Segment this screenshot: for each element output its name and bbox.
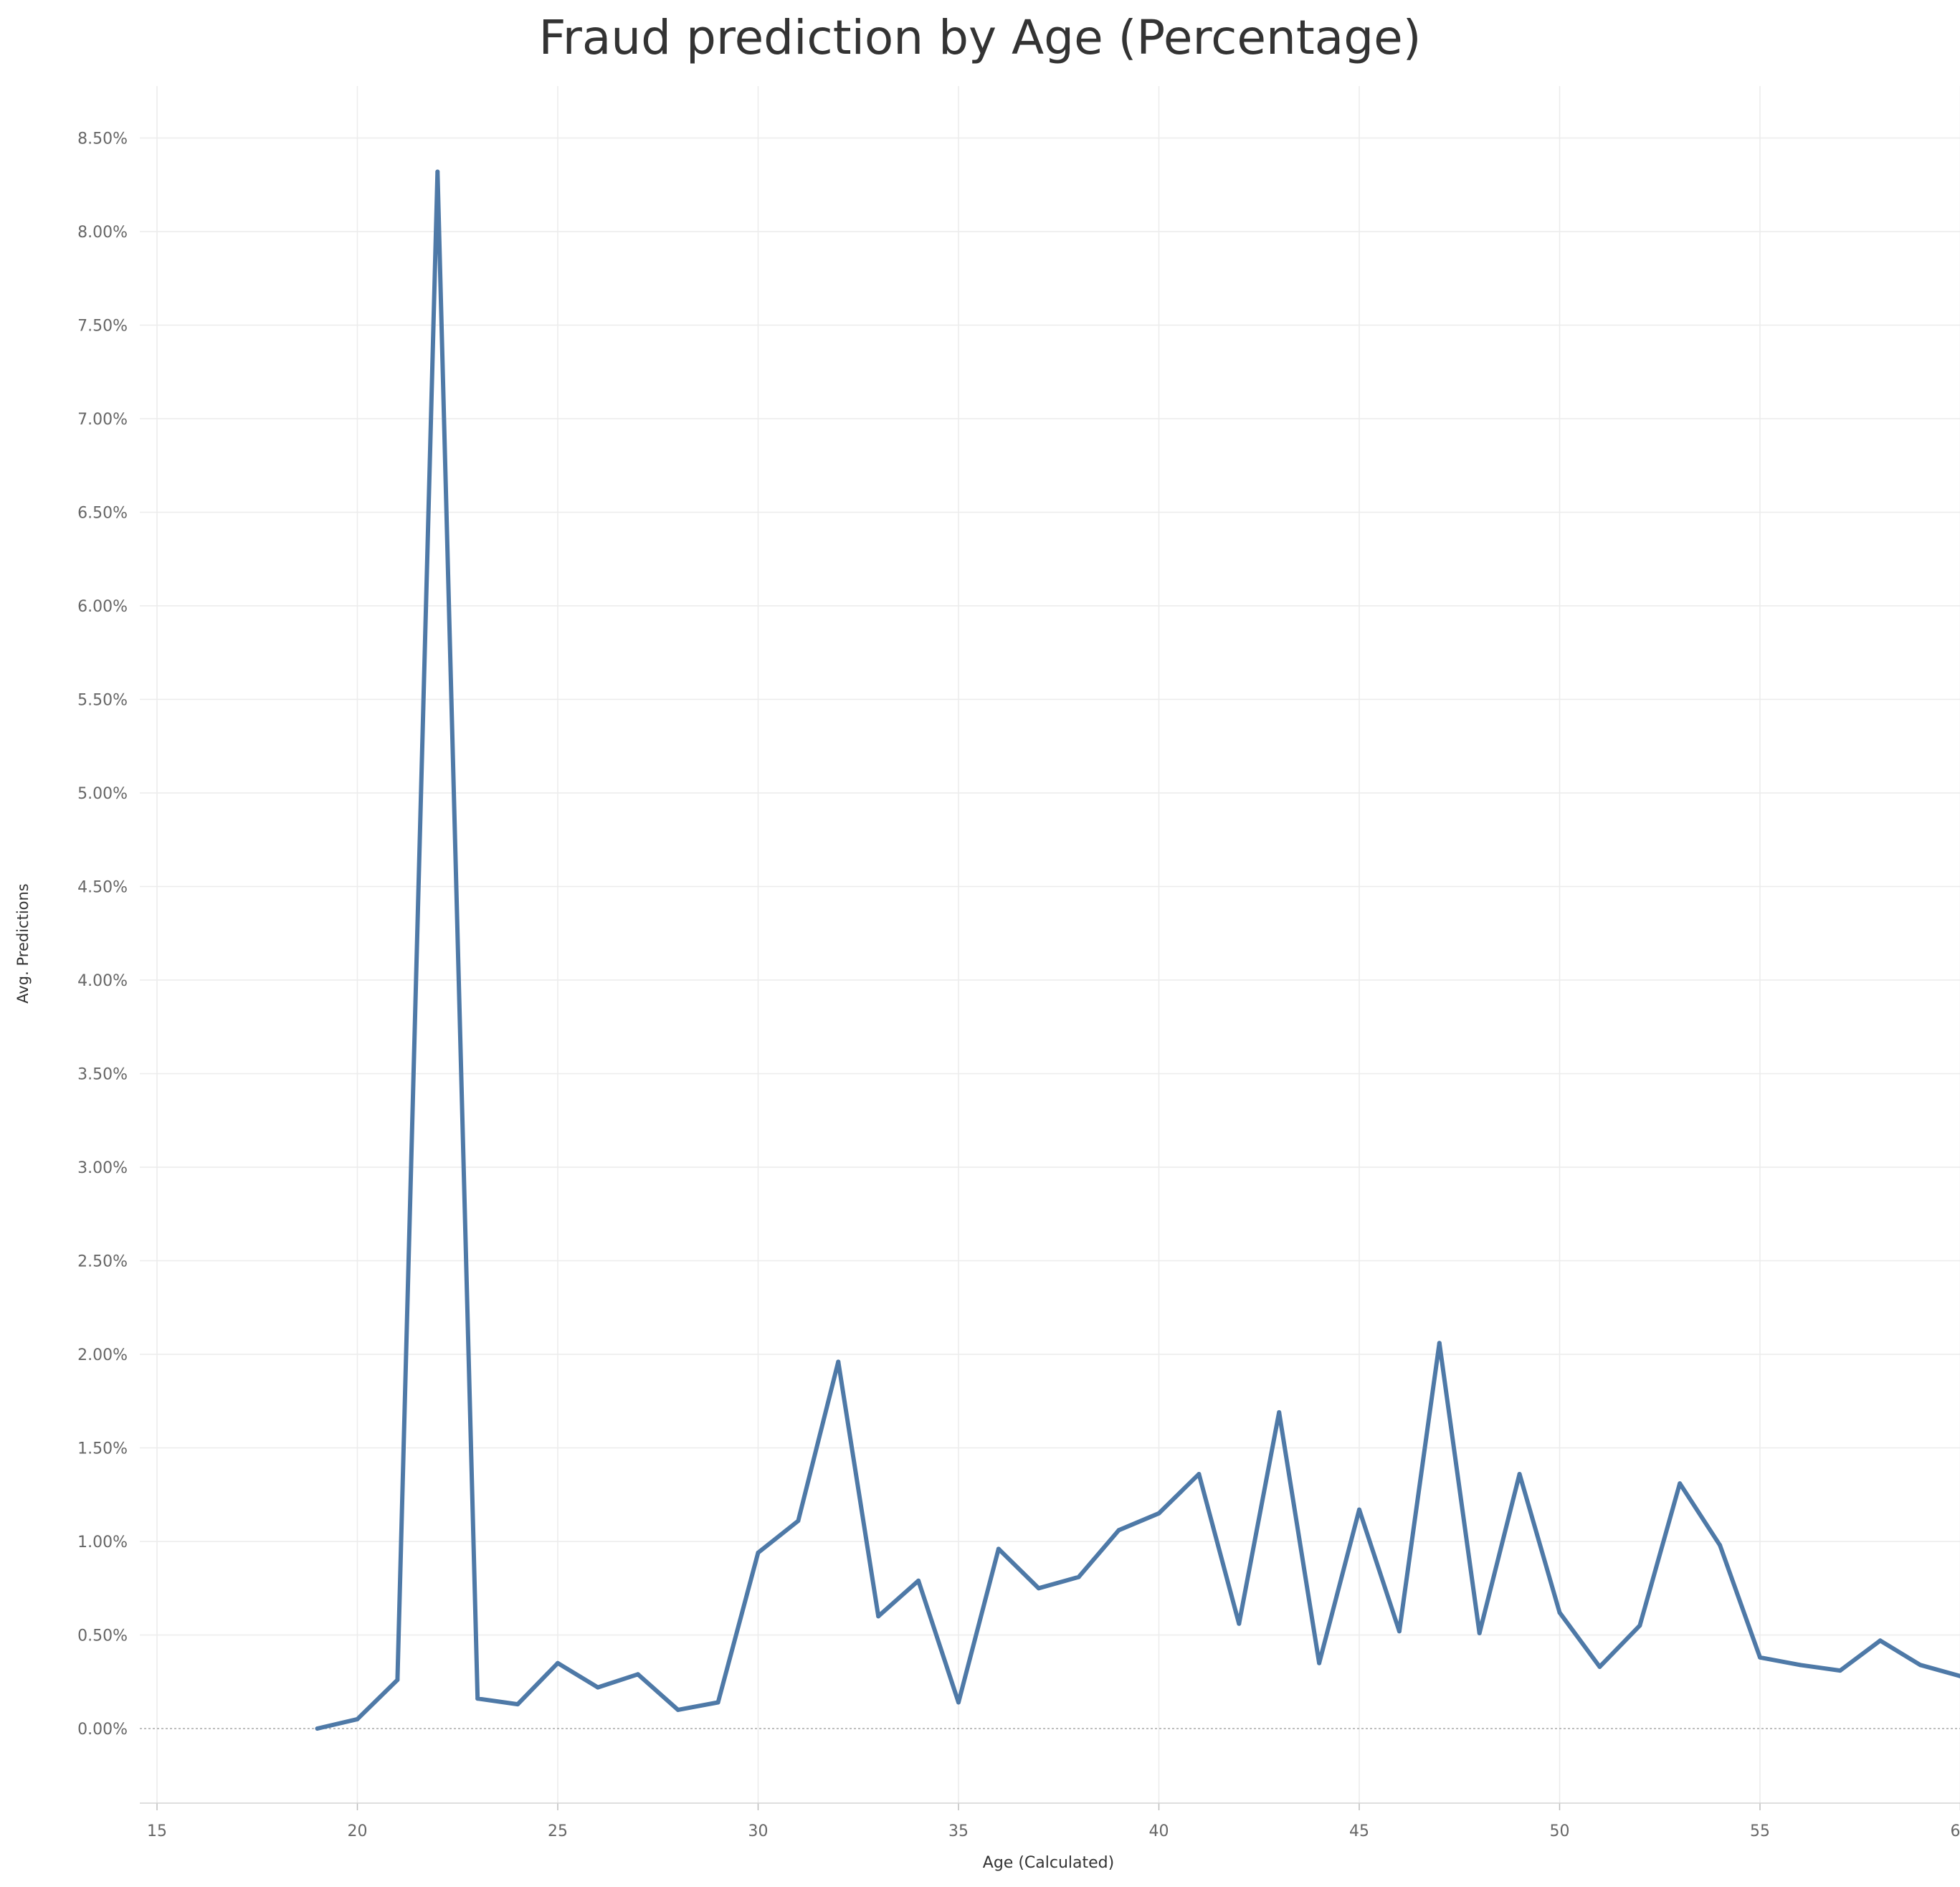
y-tick-label: 7.00% [77,411,128,429]
x-tick-label: 20 [348,1822,368,1840]
data-point [1557,1610,1562,1615]
series-line [315,169,1960,1731]
data-point [1637,1623,1642,1628]
data-point [315,1726,320,1731]
data-point [395,1678,400,1683]
data-point [1197,1472,1202,1476]
data-point [1678,1481,1683,1486]
data-point [715,1700,720,1705]
data-point [1437,1341,1442,1346]
data-point [956,1700,961,1705]
y-tick-label: 4.00% [77,972,128,990]
x-tick-label: 55 [1750,1822,1770,1840]
data-point [996,1546,1001,1551]
data-point [1758,1655,1762,1660]
data-point [1797,1663,1802,1668]
axes: 0.00% 0.50% 1.00% 1.50% 2.00% 2.50% 3.00% 3.50%… [77,130,1960,1840]
data-point [1156,1511,1161,1516]
data-point [916,1578,921,1583]
y-tick-label: 5.50% [77,692,128,710]
y-tick-label: 3.50% [77,1066,128,1084]
y-tick-label: 1.00% [77,1534,128,1551]
data-point [1878,1638,1883,1643]
data-point [635,1672,640,1677]
data-point [1076,1574,1081,1579]
data-point [836,1359,841,1364]
data-point [355,1716,360,1721]
data-point [1517,1472,1522,1476]
y-tick-label: 4.50% [77,879,128,897]
data-point [515,1702,520,1707]
data-point [1277,1410,1282,1415]
data-point [1477,1630,1482,1635]
series [315,169,1960,1731]
data-point [1918,1663,1923,1668]
data-point [1397,1629,1402,1634]
y-tick-label: 0.50% [77,1627,128,1645]
x-tick-label: 60 [1951,1822,1960,1840]
chart-title: Fraud prediction by Age (Percentage) [538,10,1422,65]
data-point [1237,1621,1242,1626]
y-tick-label: 2.00% [77,1346,128,1364]
data-point [475,1696,480,1701]
x-tick-label: 50 [1550,1822,1570,1840]
data-point [595,1685,600,1690]
data-point [556,1660,560,1665]
y-tick-label: 1.50% [77,1440,128,1458]
data-point [1837,1668,1842,1673]
y-tick-label: 7.50% [77,318,128,336]
data-point [876,1614,881,1619]
x-tick-label: 35 [948,1822,969,1840]
data-point [1116,1528,1121,1533]
y-tick-label: 5.00% [77,785,128,803]
data-point [1958,1673,1960,1678]
data-point [1036,1586,1041,1591]
data-point [796,1518,801,1524]
data-point [1718,1543,1723,1548]
y-tick-label: 2.50% [77,1253,128,1271]
data-point [1357,1507,1361,1512]
grid [140,86,1960,1803]
x-tick-label: 15 [147,1822,167,1840]
x-axis-label: Age (Calculated) [982,1854,1115,1872]
y-tick-label: 0.00% [77,1721,128,1739]
data-point [1597,1664,1602,1669]
y-tick-label: 6.00% [77,598,128,616]
y-tick-label: 6.50% [77,505,128,523]
y-tick-label: 3.00% [77,1159,128,1177]
data-point [1317,1660,1322,1665]
x-tick-label: 40 [1149,1822,1169,1840]
data-point [675,1707,680,1712]
y-tick-label: 8.00% [77,224,128,242]
y-tick-label: 8.50% [77,130,128,148]
x-tick-label: 45 [1349,1822,1369,1840]
x-tick-label: 30 [748,1822,769,1840]
data-point [756,1550,761,1555]
data-point [435,169,440,174]
x-tick-label: 25 [548,1822,568,1840]
